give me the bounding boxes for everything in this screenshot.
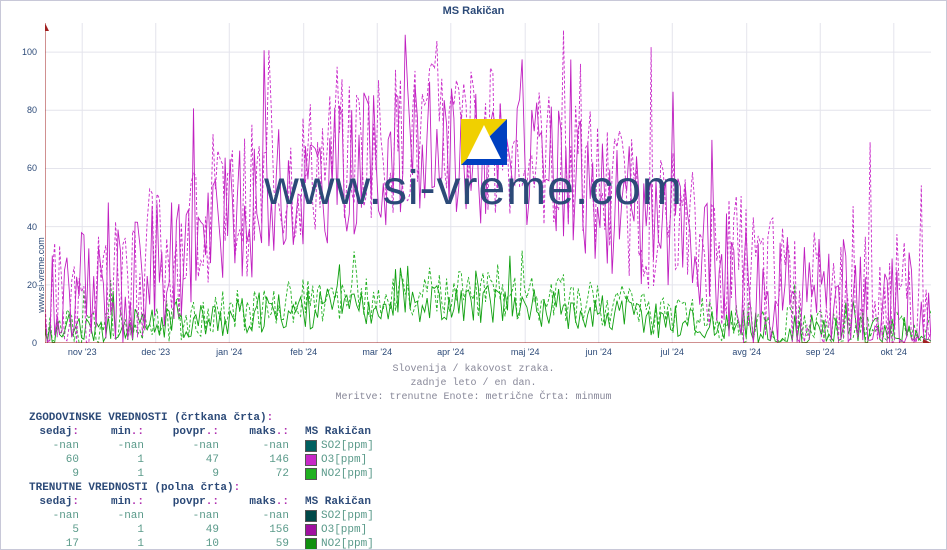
table-row: -nan-nan-nan-nanSO2[ppm]	[29, 509, 374, 523]
caption-line-3: Meritve: trenutne Enote: metrične Črta: …	[1, 391, 946, 405]
table-row: -nan-nan-nan-nanSO2[ppm]	[29, 439, 374, 453]
x-tick-label: mar '24	[362, 347, 392, 357]
x-tick-label: sep '24	[806, 347, 835, 357]
caption-line-1: Slovenija / kakovost zraka.	[1, 363, 946, 377]
table-row: 1711059NO2[ppm]	[29, 537, 374, 550]
caption-line-2: zadnje leto / en dan.	[1, 377, 946, 391]
x-axis-labels: nov '23 dec '23 jan '24 feb '24 mar '24 apr '…	[45, 347, 931, 361]
y-tick-label: 40	[27, 222, 37, 232]
x-tick-label: avg '24	[732, 347, 761, 357]
x-tick-label: nov '23	[68, 347, 97, 357]
table-title: TRENUTNE VREDNOSTI (polna črta):	[29, 481, 374, 495]
x-tick-label: dec '23	[141, 347, 170, 357]
x-tick-label: apr '24	[437, 347, 464, 357]
y-tick-label: 20	[27, 280, 37, 290]
table-row: 60147146O3[ppm]	[29, 453, 374, 467]
chart-captions: Slovenija / kakovost zraka. zadnje leto …	[1, 363, 946, 405]
y-tick-label: 60	[27, 163, 37, 173]
watermark-logo	[461, 119, 507, 165]
stats-tables: ZGODOVINSKE VREDNOSTI (črtkana črta):sed…	[29, 411, 374, 550]
y-axis-labels: 020406080100	[1, 23, 41, 343]
x-tick-label: feb '24	[290, 347, 317, 357]
y-tick-label: 80	[27, 105, 37, 115]
x-tick-label: jul '24	[661, 347, 684, 357]
chart-plot	[45, 23, 931, 343]
chart-title: MS Rakičan	[1, 5, 946, 17]
x-tick-label: okt '24	[881, 347, 907, 357]
x-tick-label: jan '24	[216, 347, 242, 357]
y-tick-label: 100	[22, 47, 37, 57]
chart-container: www.si-vreme.com MS Rakičan 020406080100…	[0, 0, 947, 550]
table-row: 5149156O3[ppm]	[29, 523, 374, 537]
y-tick-label: 0	[32, 338, 37, 348]
x-tick-label: jun '24	[586, 347, 612, 357]
x-tick-label: maj '24	[511, 347, 540, 357]
table-title: ZGODOVINSKE VREDNOSTI (črtkana črta):	[29, 411, 374, 425]
table-row: 91972NO2[ppm]	[29, 467, 374, 481]
